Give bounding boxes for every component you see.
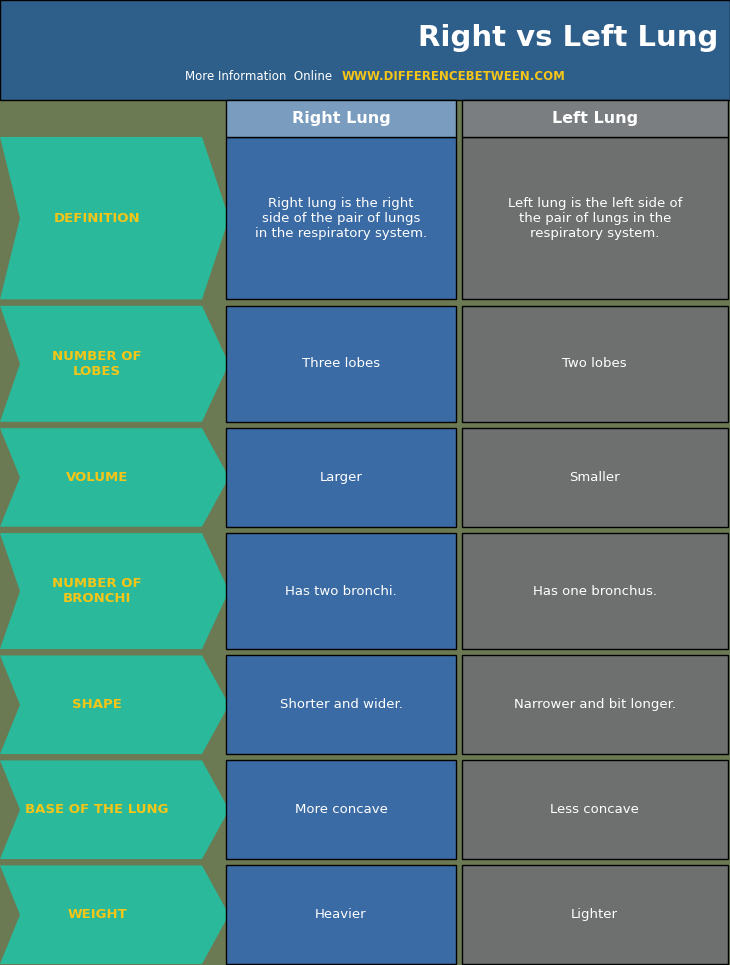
Text: NUMBER OF
LOBES: NUMBER OF LOBES <box>52 349 142 377</box>
Polygon shape <box>0 533 229 649</box>
Text: Right lung is the right
side of the pair of lungs
in the respiratory system.: Right lung is the right side of the pair… <box>255 197 427 239</box>
FancyBboxPatch shape <box>226 100 456 137</box>
Text: Lighter: Lighter <box>572 908 618 922</box>
FancyBboxPatch shape <box>461 533 728 649</box>
Text: Left Lung: Left Lung <box>552 111 638 126</box>
Text: Three lobes: Three lobes <box>302 357 380 371</box>
Polygon shape <box>0 428 229 527</box>
Text: SHAPE: SHAPE <box>72 699 122 711</box>
Text: VOLUME: VOLUME <box>66 471 128 483</box>
FancyBboxPatch shape <box>226 533 456 649</box>
FancyBboxPatch shape <box>461 137 728 299</box>
FancyBboxPatch shape <box>226 428 456 527</box>
Text: Right Lung: Right Lung <box>291 111 391 126</box>
Text: Smaller: Smaller <box>569 471 620 483</box>
Text: DEFINITION: DEFINITION <box>54 211 140 225</box>
Text: Left lung is the left side of
the pair of lungs in the
respiratory system.: Left lung is the left side of the pair o… <box>507 197 682 239</box>
FancyBboxPatch shape <box>226 137 456 299</box>
FancyBboxPatch shape <box>461 866 728 964</box>
FancyBboxPatch shape <box>226 760 456 859</box>
FancyBboxPatch shape <box>461 306 728 422</box>
FancyBboxPatch shape <box>0 0 730 100</box>
Polygon shape <box>0 760 229 859</box>
Text: NUMBER OF
BRONCHI: NUMBER OF BRONCHI <box>52 577 142 605</box>
Polygon shape <box>0 137 229 299</box>
Text: WWW.DIFFERENCEBETWEEN.COM: WWW.DIFFERENCEBETWEEN.COM <box>342 69 566 82</box>
Text: Shorter and wider.: Shorter and wider. <box>280 699 402 711</box>
FancyBboxPatch shape <box>461 655 728 754</box>
Text: Has two bronchi.: Has two bronchi. <box>285 585 397 597</box>
FancyBboxPatch shape <box>461 428 728 527</box>
FancyBboxPatch shape <box>226 655 456 754</box>
Text: Less concave: Less concave <box>550 803 639 816</box>
Text: More concave: More concave <box>295 803 388 816</box>
Text: More Information  Online: More Information Online <box>185 69 340 82</box>
FancyBboxPatch shape <box>461 100 728 137</box>
Text: Right vs Left Lung: Right vs Left Lung <box>418 24 718 52</box>
Text: Narrower and bit longer.: Narrower and bit longer. <box>514 699 676 711</box>
Polygon shape <box>0 306 229 422</box>
Text: Larger: Larger <box>320 471 362 483</box>
Text: BASE OF THE LUNG: BASE OF THE LUNG <box>26 803 169 816</box>
Text: Two lobes: Two lobes <box>562 357 627 371</box>
Text: WEIGHT: WEIGHT <box>67 908 127 922</box>
Polygon shape <box>0 655 229 754</box>
Polygon shape <box>0 866 229 964</box>
FancyBboxPatch shape <box>226 866 456 964</box>
Text: Has one bronchus.: Has one bronchus. <box>533 585 657 597</box>
FancyBboxPatch shape <box>226 306 456 422</box>
Text: Heavier: Heavier <box>315 908 366 922</box>
FancyBboxPatch shape <box>461 760 728 859</box>
